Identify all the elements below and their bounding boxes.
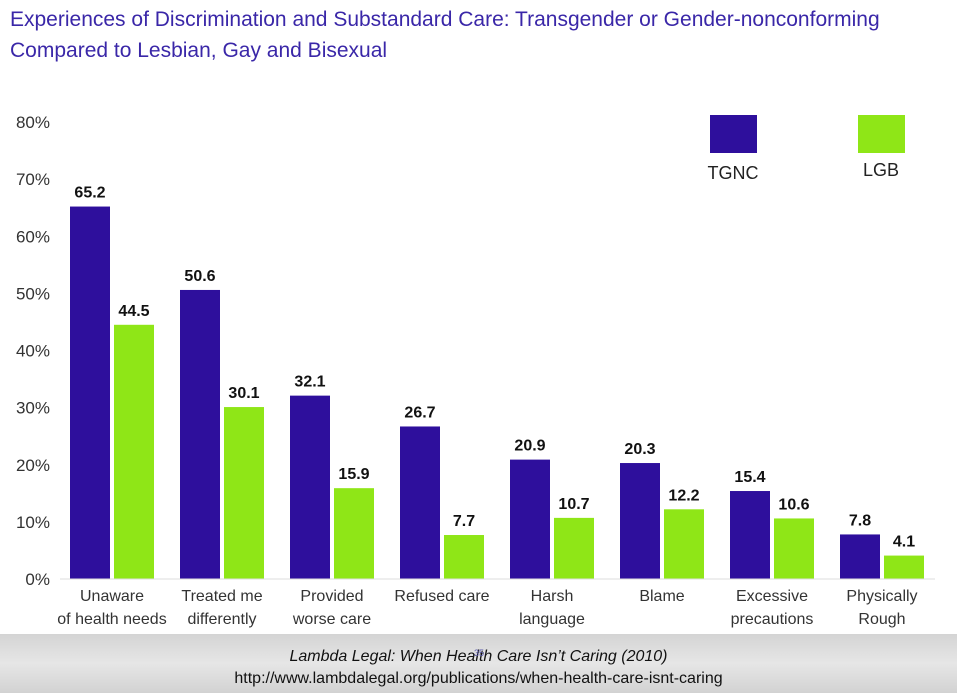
bar-tgnc-1	[180, 289, 220, 579]
bar-lgb-4	[554, 517, 594, 579]
data-label-tgnc-4: 20.9	[514, 438, 545, 455]
bar-lgb-1	[224, 407, 264, 579]
x-category-label: Excessive	[736, 588, 808, 605]
bar-lgb-5	[664, 509, 704, 579]
bar-tgnc-3	[400, 426, 440, 579]
x-category-label: of health needs	[57, 611, 166, 628]
x-axis-labels: Unaware of health needs Treated me differen…	[57, 588, 917, 628]
bar-tgnc-4	[510, 459, 550, 579]
data-labels: 65.2 50.6 32.1 26.7 20.9 20.3 15.4 7.8 44.5 30.1 1…	[74, 185, 915, 551]
citation-footer: Lambda Legal: When Health Care Isn’t Car…	[0, 634, 957, 693]
data-label-tgnc-3: 26.7	[404, 404, 435, 421]
x-category-label: differently	[187, 611, 256, 628]
y-tick-label: 70%	[16, 170, 50, 189]
legend-label-lgb: LGB	[863, 160, 899, 180]
bar-tgnc-5	[620, 463, 660, 579]
citation-url[interactable]: http://www.lambdalegal.org/publications/…	[234, 670, 723, 687]
bar-tgnc-2	[290, 395, 330, 579]
data-label-tgnc-5: 20.3	[624, 441, 655, 458]
x-category-label: precautions	[731, 611, 814, 628]
bar-lgb-3	[444, 535, 484, 579]
y-tick-label: 10%	[16, 513, 50, 532]
x-category-label: Treated me	[181, 588, 262, 605]
data-label-lgb-0: 44.5	[118, 303, 149, 320]
data-label-tgnc-6: 15.4	[734, 469, 765, 486]
x-category-label: Physically	[846, 588, 917, 605]
data-label-lgb-4: 10.7	[558, 496, 589, 513]
y-tick-label: 30%	[16, 399, 50, 418]
bar-chart: 0% 10% 20% 30% 40% 50% 60% 70% 80% 65.2 50.6 32.1 2…	[16, 113, 935, 628]
x-category-label: worse care	[292, 611, 371, 628]
y-tick-label: 80%	[16, 113, 50, 132]
bar-tgnc-6	[730, 491, 770, 579]
y-tick-label: 50%	[16, 284, 50, 303]
chart-area: 0% 10% 20% 30% 40% 50% 60% 70% 80% 65.2 50.6 32.1 2…	[0, 95, 957, 635]
legend: TGNC LGB	[708, 115, 905, 183]
legend-swatch-lgb	[858, 115, 905, 153]
bar-lgb-0	[114, 324, 154, 579]
data-label-lgb-2: 15.9	[338, 466, 369, 483]
y-tick-label: 40%	[16, 342, 50, 361]
bars	[60, 206, 935, 580]
x-category-label: Refused care	[394, 588, 489, 605]
x-category-label: Harsh	[531, 588, 574, 605]
data-label-lgb-7: 4.1	[893, 534, 915, 551]
legend-swatch-tgnc	[710, 115, 757, 153]
legend-label-tgnc: TGNC	[708, 163, 759, 183]
bar-lgb-2	[334, 488, 374, 579]
data-label-lgb-6: 10.6	[778, 496, 809, 513]
y-tick-label: 60%	[16, 227, 50, 246]
x-category-label: Blame	[639, 588, 684, 605]
x-category-label: Provided	[300, 588, 363, 605]
bar-lgb-7	[884, 555, 924, 579]
data-label-lgb-5: 12.2	[668, 487, 699, 504]
citation-text: Lambda Legal: When Health Care Isn’t Car…	[289, 648, 668, 665]
bar-lgb-6	[774, 518, 814, 579]
bar-tgnc-7	[840, 534, 880, 579]
data-label-tgnc-7: 7.8	[849, 512, 871, 529]
data-label-tgnc-0: 65.2	[74, 185, 105, 202]
data-label-lgb-1: 30.1	[228, 385, 259, 402]
y-axis-ticks: 0% 10% 20% 30% 40% 50% 60% 70% 80%	[16, 113, 50, 589]
x-category-label: Unaware	[80, 588, 144, 605]
bar-tgnc-0	[70, 206, 110, 580]
y-tick-label: 20%	[16, 456, 50, 475]
x-category-label: Rough	[858, 611, 905, 628]
data-label-tgnc-2: 32.1	[294, 374, 325, 391]
x-category-label: language	[519, 611, 585, 628]
data-label-tgnc-1: 50.6	[184, 268, 215, 285]
data-label-lgb-3: 7.7	[453, 513, 475, 530]
y-tick-label: 0%	[25, 570, 50, 589]
page-number: 35	[474, 648, 485, 658]
chart-title: Experiences of Discrimination and Substa…	[10, 8, 880, 62]
